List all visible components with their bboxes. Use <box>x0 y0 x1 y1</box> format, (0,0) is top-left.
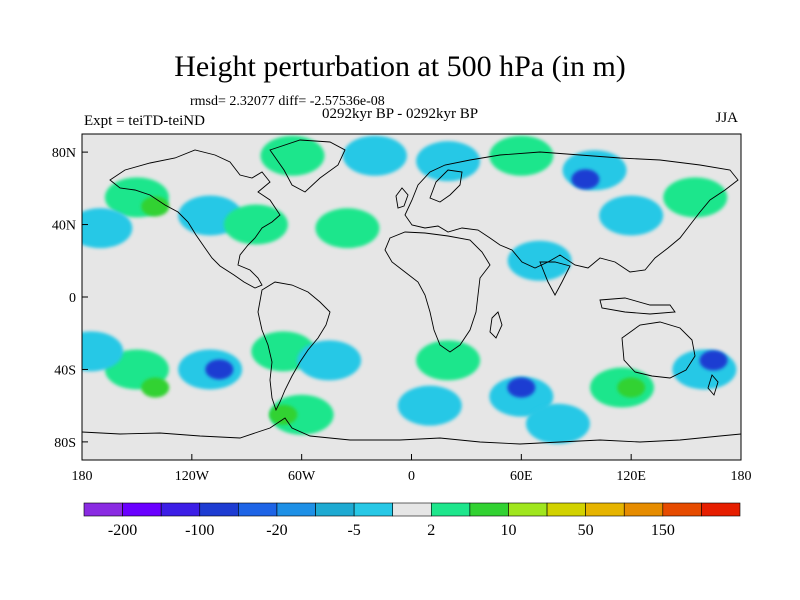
colorbar-swatch <box>585 502 625 517</box>
coastline-britain <box>395 187 409 209</box>
field-anomaly-12 <box>663 177 728 218</box>
field-anomaly-29 <box>617 377 646 398</box>
field-anomaly-16 <box>141 377 170 398</box>
coastline-greenland <box>269 139 346 193</box>
colorbar-label: 150 <box>651 522 675 539</box>
x-tick-label: 0 <box>408 469 415 484</box>
coastline-eurasia <box>404 151 739 273</box>
colorbar-swatch <box>238 502 278 517</box>
field-anomaly-1 <box>141 196 170 217</box>
y-axis-ticks: 80N 40N 0 40S 80S <box>52 146 88 451</box>
colorbar-label: 10 <box>500 522 516 539</box>
colorbar-swatch <box>276 502 316 517</box>
x-tick-label: 180 <box>731 469 752 484</box>
field-anomaly-22 <box>269 404 298 425</box>
season-label: JJA <box>715 110 738 126</box>
colorbar-swatch <box>662 502 702 517</box>
field-anomaly-25 <box>397 385 462 426</box>
colorbar-swatch <box>469 502 509 517</box>
field-anomaly-14 <box>599 195 664 236</box>
colorbar-swatch <box>623 502 664 517</box>
field-anomaly-21 <box>269 394 334 435</box>
colorbar-swatch <box>353 502 394 517</box>
field-anomaly-17 <box>82 331 124 372</box>
colorbar-swatch <box>430 502 471 517</box>
colorbar-swatch <box>83 502 123 517</box>
y-tick-label: 80S <box>54 436 76 451</box>
coastlines <box>82 139 741 445</box>
colorbar-label: 2 <box>427 522 435 539</box>
coastline-north-america <box>109 149 281 289</box>
field-anomaly-6 <box>342 135 407 176</box>
field-anomaly-23 <box>297 340 362 381</box>
colorbar-label: -20 <box>266 522 287 539</box>
field-anomaly-11 <box>571 169 600 190</box>
colorbar-swatch <box>508 502 548 517</box>
x-tick-label: 60W <box>288 469 316 484</box>
y-tick-label: 80N <box>52 146 76 161</box>
field-anomaly-13 <box>507 240 572 281</box>
field-anomaly-7 <box>315 208 380 249</box>
field-anomaly-4 <box>223 204 288 245</box>
colorbar-swatch <box>315 502 355 517</box>
stats-text: rmsd= 2.32077 diff= -2.57536e-08 <box>190 94 385 109</box>
field-anomaly-32 <box>525 403 590 444</box>
x-tick-label: 120E <box>616 469 646 484</box>
experiment-label: Expt = teiTD-teiND <box>84 113 205 129</box>
coastline-south-america <box>257 281 331 412</box>
x-tick-label: 120W <box>175 469 210 484</box>
colorbar <box>83 502 741 517</box>
field-anomaly-27 <box>507 377 536 398</box>
field-anomaly-31 <box>699 350 728 371</box>
coastline-australia <box>621 321 696 379</box>
colorbar-swatch <box>546 502 586 517</box>
colorbar-label: 50 <box>578 522 594 539</box>
period-text: 0292kyr BP - 0292kyr BP <box>322 106 479 122</box>
colorbar-label: -100 <box>185 522 214 539</box>
coastline-scandinavia <box>429 169 463 203</box>
field-anomaly-5 <box>260 135 325 176</box>
coastline-india <box>539 261 571 296</box>
field-anomaly-9 <box>489 135 554 176</box>
field-anomaly-24 <box>416 340 481 381</box>
coastline-indonesia <box>599 297 676 315</box>
x-tick-label: 180 <box>72 469 93 484</box>
coastline-madagascar <box>489 311 503 339</box>
coastline-africa <box>384 231 491 353</box>
colorbar-swatch <box>122 502 162 517</box>
x-tick-label: 60E <box>510 469 533 484</box>
y-tick-label: 0 <box>69 291 76 306</box>
field-anomaly-2 <box>82 208 133 249</box>
colorbar-swatch <box>160 502 201 517</box>
colorbar-swatch <box>199 502 239 517</box>
y-tick-label: 40S <box>54 363 76 378</box>
y-tick-label: 40N <box>52 219 76 234</box>
plot-title: Height perturbation at 500 hPa (in m) <box>174 50 626 83</box>
field-anomaly-8 <box>416 141 481 182</box>
colorbar-label: -5 <box>347 522 360 539</box>
x-axis-ticks: 180 120W 60W 0 60E 120E 180 <box>72 454 752 484</box>
colorbar-label: -200 <box>108 522 137 539</box>
colorbar-swatch <box>392 502 432 517</box>
field-anomaly-19 <box>205 359 234 380</box>
coastline-new-zealand <box>707 374 719 396</box>
colorbar-labels: -200 -100 -20 -5 2 10 50 150 <box>108 522 675 539</box>
height-field <box>82 135 737 444</box>
coastline-antarctica <box>82 417 741 445</box>
colorbar-swatch <box>701 502 741 517</box>
